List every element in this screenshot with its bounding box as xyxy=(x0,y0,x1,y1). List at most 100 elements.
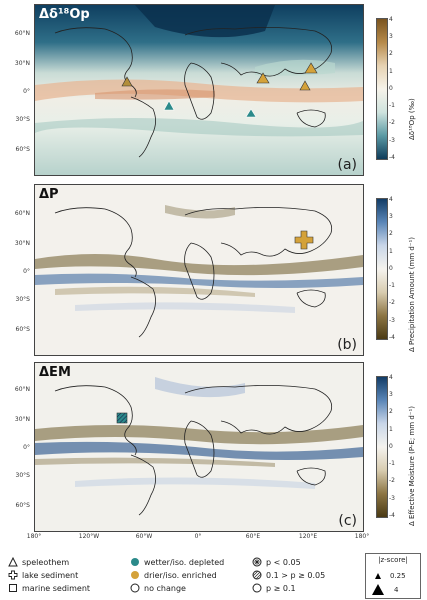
lat-label: 30°N xyxy=(14,416,30,423)
lon-label: 180° xyxy=(354,533,370,540)
lon-label: 60°E xyxy=(245,533,261,540)
lat-label: 0° xyxy=(23,88,30,95)
empty-circle-icon xyxy=(130,583,140,593)
panel-b-field xyxy=(35,185,363,355)
small-triangle-icon xyxy=(375,573,381,579)
lat-label: 30°N xyxy=(14,240,30,247)
lon-label: 60°W xyxy=(135,533,153,540)
legend-label: marine sediment xyxy=(22,583,91,593)
colorbar-b-label: Δ Precipitation Amount (mm d⁻¹) xyxy=(408,237,416,352)
legend-label: p < 0.05 xyxy=(266,557,301,567)
cbar-tick: -3 xyxy=(389,495,395,502)
legend-sig-high: p < 0.05 xyxy=(252,557,301,567)
cbar-tick: 3 xyxy=(389,33,393,40)
lon-label: 0° xyxy=(194,533,202,540)
panel-a-map: Δδ¹⁸Op (a) xyxy=(34,4,364,176)
colorbar-b xyxy=(376,198,388,340)
cbar-tick: -1 xyxy=(389,102,395,109)
panel-a-field xyxy=(35,5,363,175)
cbar-tick: -3 xyxy=(389,137,395,144)
colorbar-c xyxy=(376,376,388,518)
plain-circle-icon xyxy=(252,583,262,593)
lat-label: 60°S xyxy=(15,326,30,333)
cbar-tick: -1 xyxy=(389,460,395,467)
panel-c-title: ΔEM xyxy=(39,365,71,380)
triangle-icon xyxy=(8,557,18,567)
lat-label: 60°N xyxy=(14,386,30,393)
cbar-tick: 3 xyxy=(389,213,393,220)
cross-icon xyxy=(8,570,18,580)
panel-b-letter: (b) xyxy=(337,337,357,353)
colorbar-c-label: Δ Effective Moisture (P-E; mm d⁻¹) xyxy=(408,406,416,526)
cbar-tick: -4 xyxy=(389,334,395,341)
lat-label: 0° xyxy=(23,444,30,451)
square-icon xyxy=(9,584,17,592)
cbar-tick: 0 xyxy=(389,85,393,92)
cbar-tick: -2 xyxy=(389,299,395,306)
lat-label: 60°S xyxy=(15,146,30,153)
hatched-circle-icon xyxy=(252,570,262,580)
legend-label: p ≥ 0.1 xyxy=(266,583,296,593)
zscore-value: 0.25 xyxy=(390,572,406,580)
lat-label: 30°S xyxy=(15,296,30,303)
colorbar-a xyxy=(376,18,388,160)
legend-label: speleothem xyxy=(22,557,70,567)
legend-label: drier/iso. enriched xyxy=(144,570,217,580)
cbar-tick: 2 xyxy=(389,408,393,415)
legend-sig-mid: 0.1 > p ≥ 0.05 xyxy=(252,570,325,580)
cbar-tick: 1 xyxy=(389,426,393,433)
cbar-tick: 2 xyxy=(389,230,393,237)
zscore-title: |z-score| xyxy=(378,556,408,564)
legend-wetter: wetter/iso. depleted xyxy=(130,557,224,567)
legend: speleothem lake sediment marine sediment… xyxy=(6,557,421,597)
zscore-legend: |z-score| 0.25 4 xyxy=(365,553,421,599)
cbar-tick: -4 xyxy=(389,512,395,519)
legend-label: no change xyxy=(144,583,186,593)
cbar-tick: 2 xyxy=(389,50,393,57)
cbar-tick: 1 xyxy=(389,68,393,75)
teal-circle-icon xyxy=(131,558,139,566)
crosshatch-circle-icon xyxy=(252,557,262,567)
panel-a-title: Δδ¹⁸Op xyxy=(39,7,90,22)
cbar-tick: -4 xyxy=(389,154,395,161)
legend-label: wetter/iso. depleted xyxy=(144,557,225,567)
cbar-tick: -3 xyxy=(389,317,395,324)
panel-c-letter: (c) xyxy=(338,513,357,529)
lat-label: 60°N xyxy=(14,210,30,217)
cbar-tick: 4 xyxy=(389,16,393,23)
zscore-small: 0.25 xyxy=(374,572,406,580)
panel-b-map: ΔP (b) xyxy=(34,184,364,356)
legend-sig-low: p ≥ 0.1 xyxy=(252,583,296,593)
lon-label: 180° xyxy=(26,533,42,540)
cbar-tick: -2 xyxy=(389,477,395,484)
legend-no-change: no change xyxy=(130,583,186,593)
cbar-tick: 0 xyxy=(389,265,393,272)
zscore-value: 4 xyxy=(394,585,399,594)
lat-label: 0° xyxy=(23,268,30,275)
legend-label: 0.1 > p ≥ 0.05 xyxy=(266,570,326,580)
gold-circle-icon xyxy=(131,571,139,579)
lat-label: 60°N xyxy=(14,30,30,37)
lat-label: 30°S xyxy=(15,116,30,123)
legend-label: lake sediment xyxy=(22,570,79,580)
legend-drier: drier/iso. enriched xyxy=(130,570,217,580)
panel-c-map: ΔEM (c) xyxy=(34,362,364,532)
legend-speleothem: speleothem xyxy=(8,557,69,567)
colorbar-a-label: Δδ¹⁸Op (‰) xyxy=(408,98,416,140)
lat-label: 30°S xyxy=(15,472,30,479)
lat-label: 30°N xyxy=(14,60,30,67)
cbar-tick: -1 xyxy=(389,282,395,289)
cbar-tick: 3 xyxy=(389,391,393,398)
lon-label: 120°W xyxy=(78,533,100,540)
legend-marine-sediment: marine sediment xyxy=(8,583,90,593)
legend-lake-sediment: lake sediment xyxy=(8,570,78,580)
cbar-tick: 0 xyxy=(389,443,393,450)
cbar-tick: -2 xyxy=(389,119,395,126)
lon-label: 120°E xyxy=(298,533,318,540)
lat-label: 60°S xyxy=(15,502,30,509)
panel-a-letter: (a) xyxy=(337,157,357,173)
zscore-large: 4 xyxy=(372,584,398,595)
cbar-tick: 4 xyxy=(389,196,393,203)
panel-b-title: ΔP xyxy=(39,187,59,202)
panel-c-field xyxy=(35,363,363,531)
